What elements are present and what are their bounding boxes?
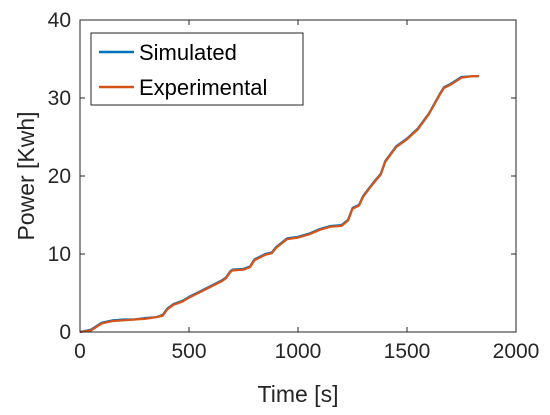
x-tick-label: 1500 <box>384 340 431 363</box>
y-tick-label: 20 <box>48 165 71 188</box>
y-tick-label: 30 <box>48 87 71 110</box>
tick-labels: 0 500 1000 1500 2000 0 10 20 30 40 <box>48 9 540 363</box>
x-tick-label: 500 <box>171 340 206 363</box>
legend-label-simulated: Simulated <box>139 40 237 65</box>
y-tick-label: 0 <box>59 321 71 344</box>
y-tick-label: 10 <box>48 243 71 266</box>
legend: Simulated Experimental <box>90 32 304 106</box>
y-axis-label: Power [Kwh] <box>13 111 39 240</box>
legend-label-experimental: Experimental <box>139 75 267 100</box>
legend-box <box>90 32 304 106</box>
axes <box>79 19 517 333</box>
series-layer <box>79 75 479 334</box>
x-tick-label: 2000 <box>493 340 540 363</box>
x-axis-label: Time [s] <box>258 381 339 407</box>
series-line-experimental <box>79 75 479 334</box>
x-tick-label: 1000 <box>275 340 322 363</box>
y-tick-label: 40 <box>48 9 71 32</box>
x-tick-label: 0 <box>74 340 86 363</box>
